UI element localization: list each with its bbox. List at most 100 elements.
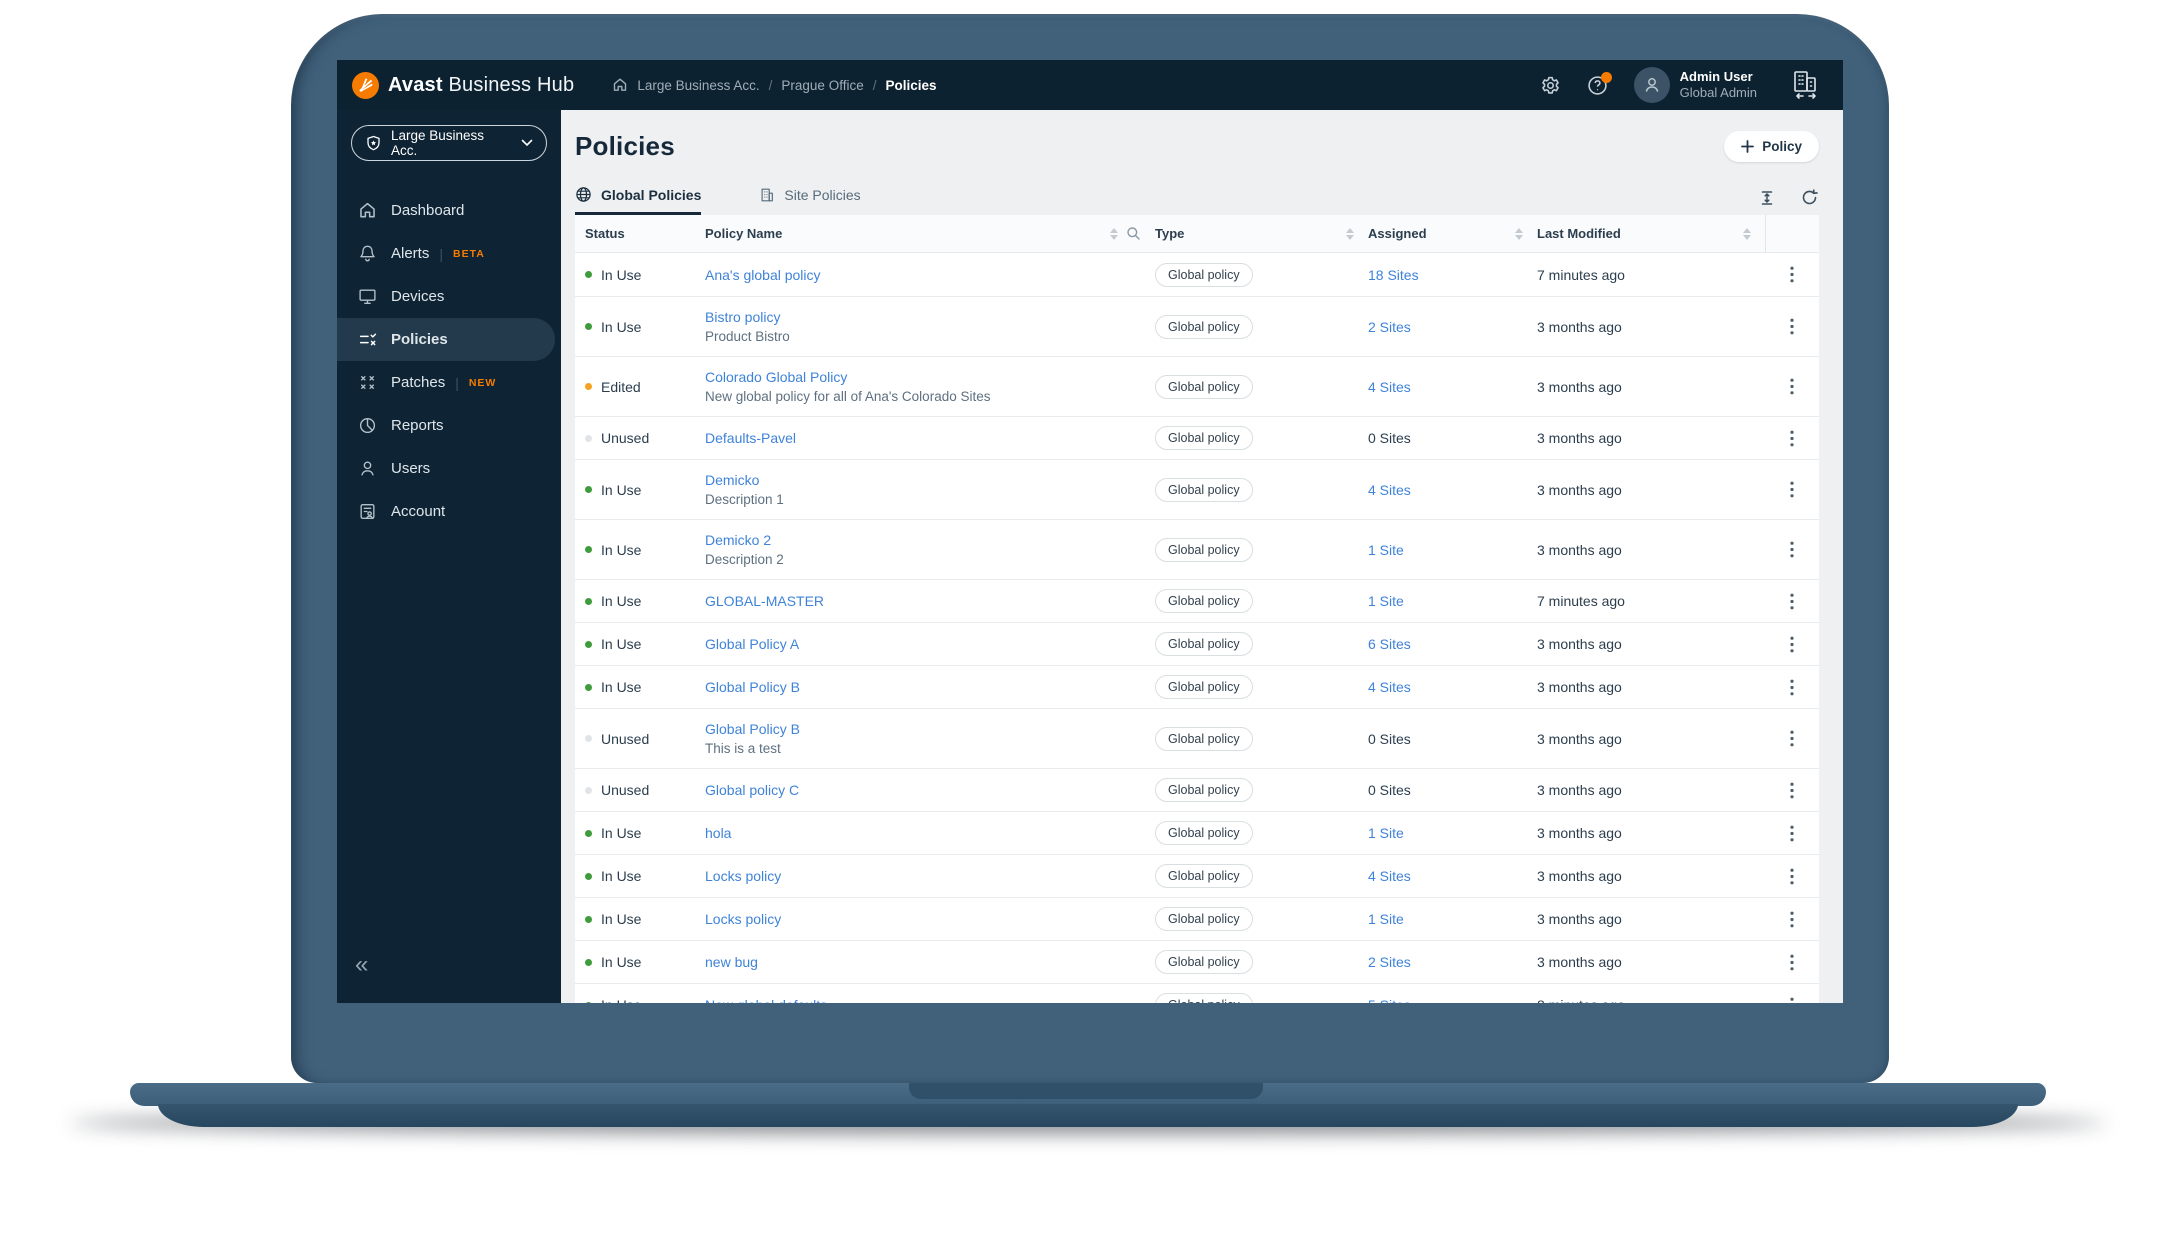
sidebar-item-label: Users	[391, 460, 431, 477]
sidebar-item-alerts[interactable]: Alerts | BETA	[337, 232, 555, 275]
assigned-sites-link[interactable]: 4 Sites	[1368, 378, 1411, 395]
assigned-sites-link[interactable]: 4 Sites	[1368, 481, 1411, 498]
home-icon[interactable]	[612, 77, 628, 93]
row-menu-kebab-icon[interactable]	[1786, 589, 1798, 614]
column-header-type[interactable]: Type	[1155, 226, 1185, 241]
breadcrumb-item-account[interactable]: Large Business Acc.	[637, 77, 760, 93]
sidebar-item-patches[interactable]: Patches | NEW	[337, 361, 555, 404]
status-label: In Use	[601, 318, 642, 335]
column-header-assigned[interactable]: Assigned	[1368, 226, 1427, 241]
sort-icon[interactable]	[1346, 227, 1354, 240]
name-cell: Colorado Global Policy New global policy…	[705, 369, 1155, 404]
row-menu-kebab-icon[interactable]	[1786, 477, 1798, 502]
sidebar-item-devices[interactable]: Devices	[337, 275, 555, 318]
row-height-icon[interactable]	[1758, 189, 1776, 207]
policy-name-link[interactable]: GLOBAL-MASTER	[705, 593, 825, 609]
status-dot	[585, 735, 592, 742]
policy-name-link[interactable]: Global Policy B	[705, 679, 800, 695]
assigned-sites-link[interactable]: 1 Site	[1368, 541, 1404, 558]
row-menu-kebab-icon[interactable]	[1786, 426, 1798, 451]
sort-icon[interactable]	[1743, 227, 1751, 240]
avatar[interactable]	[1633, 67, 1670, 103]
policy-name-link[interactable]: Global Policy A	[705, 636, 800, 652]
search-icon[interactable]	[1126, 226, 1141, 241]
sidebar-item-policies[interactable]: Policies	[337, 318, 555, 361]
breadcrumb-separator: /	[768, 77, 773, 93]
assigned-sites-link[interactable]: 1 Site	[1368, 825, 1404, 841]
policy-name-link[interactable]: Ana's global policy	[705, 266, 821, 283]
plus-icon	[1741, 139, 1755, 153]
help-icon[interactable]	[1587, 71, 1612, 96]
sidebar-item-dashboard[interactable]: Dashboard	[337, 189, 555, 232]
policy-type-badge: Global policy	[1155, 632, 1253, 656]
row-menu-kebab-icon[interactable]	[1786, 864, 1798, 889]
assigned-sites-link[interactable]: 4 Sites	[1368, 868, 1411, 884]
row-menu-kebab-icon[interactable]	[1786, 537, 1798, 562]
row-menu-kebab-icon[interactable]	[1786, 374, 1798, 399]
assigned-sites-link[interactable]: 4 Sites	[1368, 679, 1411, 695]
add-policy-button[interactable]: Policy	[1724, 130, 1819, 162]
table-row: In Use hola Global policy 1 Site 3 month…	[575, 811, 1819, 854]
row-menu-kebab-icon[interactable]	[1786, 262, 1798, 287]
type-cell: Global policy	[1155, 314, 1368, 339]
user-menu[interactable]: Admin User Global Admin	[1680, 69, 1757, 102]
sidebar-item-account[interactable]: Account	[337, 490, 555, 533]
policies-icon	[358, 330, 377, 349]
org-switcher-icon[interactable]	[1789, 69, 1823, 101]
assigned-sites-link[interactable]: 1 Site	[1368, 593, 1404, 609]
policy-name-link[interactable]: Colorado Global Policy	[705, 369, 848, 385]
policy-name-link[interactable]: hola	[705, 825, 732, 841]
assigned-sites-link[interactable]: 18 Sites	[1368, 266, 1419, 283]
tab-global-policies[interactable]: Global Policies	[575, 186, 702, 215]
column-header-status[interactable]: Status	[585, 226, 625, 241]
settings-gear-icon[interactable]	[1540, 75, 1561, 96]
assigned-sites-link[interactable]: 2 Sites	[1368, 954, 1411, 970]
policy-name-link[interactable]: new bug	[705, 954, 758, 970]
row-menu-kebab-icon[interactable]	[1786, 314, 1798, 339]
row-menu-kebab-icon[interactable]	[1786, 993, 1798, 1004]
policy-name-link[interactable]: Global policy C	[705, 782, 800, 798]
row-menu-kebab-icon[interactable]	[1786, 675, 1798, 700]
account-selector[interactable]: Large Business Acc.	[351, 125, 547, 161]
row-menu-kebab-icon[interactable]	[1786, 907, 1798, 932]
new-badge: NEW	[468, 376, 497, 389]
column-header-policy-name[interactable]: Policy Name	[705, 226, 783, 241]
assigned-sites-link[interactable]: 5 Sites	[1368, 997, 1411, 1003]
row-menu-kebab-icon[interactable]	[1786, 726, 1798, 751]
policy-description: This is a test	[705, 741, 781, 756]
policy-name-link[interactable]: Demicko 2	[705, 532, 772, 548]
account-icon	[358, 502, 377, 521]
sidebar-item-label: Policies	[391, 331, 448, 348]
status-dot	[585, 1001, 592, 1003]
status-label: In Use	[601, 266, 642, 283]
tab-site-policies[interactable]: Site Policies	[759, 187, 861, 215]
sort-icon[interactable]	[1515, 227, 1523, 240]
column-header-last-modified[interactable]: Last Modified	[1537, 226, 1621, 241]
assigned-sites-link[interactable]: 2 Sites	[1368, 318, 1411, 335]
policy-name-link[interactable]: Defaults-Pavel	[705, 430, 797, 446]
policy-name-link[interactable]: Locks policy	[705, 868, 782, 884]
status-cell: In Use	[575, 997, 705, 1003]
policy-name-link[interactable]: Locks policy	[705, 911, 782, 927]
policy-name-link[interactable]: New global defaults	[705, 997, 827, 1003]
sidebar-item-reports[interactable]: Reports	[337, 404, 555, 447]
policy-name-link[interactable]: Global Policy B	[705, 721, 800, 737]
breadcrumb-item-site[interactable]: Prague Office	[781, 77, 864, 93]
row-menu-kebab-icon[interactable]	[1786, 778, 1798, 803]
row-menu-kebab-icon[interactable]	[1786, 632, 1798, 657]
sidebar-item-label: Patches	[391, 374, 446, 391]
refresh-icon[interactable]	[1800, 188, 1819, 207]
assigned-sites-link[interactable]: 1 Site	[1368, 911, 1404, 927]
row-menu-kebab-icon[interactable]	[1786, 950, 1798, 975]
policy-name-link[interactable]: Bistro policy	[705, 309, 781, 325]
assigned-sites-link[interactable]: 6 Sites	[1368, 636, 1411, 652]
collapse-sidebar-icon[interactable]: «	[355, 951, 369, 978]
status-label: In Use	[601, 679, 642, 695]
row-menu-kebab-icon[interactable]	[1786, 821, 1798, 846]
table-row: In Use GLOBAL-MASTER Global policy 1 Sit…	[575, 579, 1819, 622]
sidebar-item-users[interactable]: Users	[337, 447, 555, 490]
table-row: In Use Locks policy Global policy 4 Site…	[575, 854, 1819, 897]
policy-name-link[interactable]: Demicko	[705, 472, 760, 488]
sort-icon[interactable]	[1110, 227, 1118, 240]
policy-type-badge: Global policy	[1155, 589, 1253, 613]
